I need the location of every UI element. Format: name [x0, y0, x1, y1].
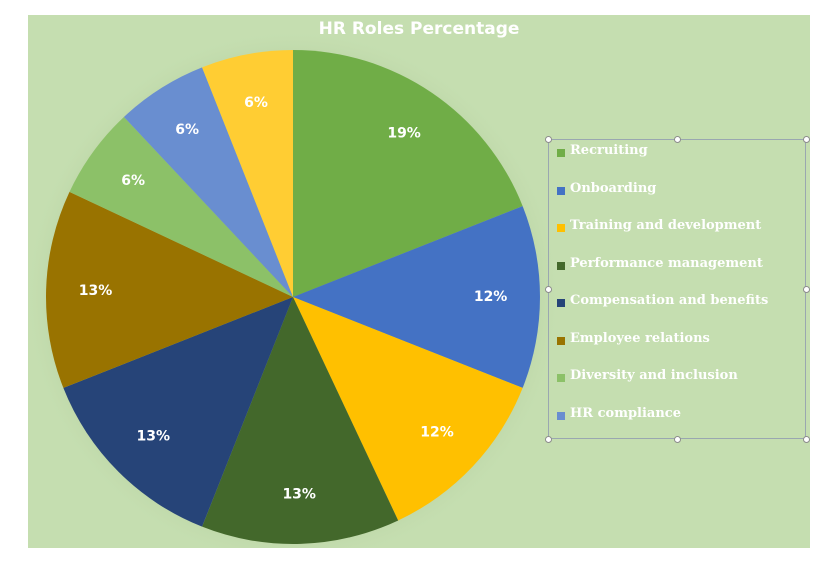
legend-label: Compensation and benefits	[570, 293, 769, 308]
pie-slice-7[interactable]	[69, 116, 293, 297]
legend-swatch	[557, 261, 565, 270]
chart-area: 19% 12% 12% 13% 13% 13% 6% 6% 6% HR Roles Percen…	[28, 15, 810, 548]
legend-resize-handle[interactable]	[803, 436, 810, 443]
legend-swatch	[557, 336, 565, 345]
legend-resize-handle[interactable]	[674, 436, 681, 443]
legend-label: HR compliance	[570, 405, 681, 421]
pie-slice-2[interactable]	[293, 206, 540, 388]
legend-item[interactable]: Training and development	[557, 219, 797, 233]
legend-label: Performance management	[570, 255, 763, 271]
slice-label-3: 12%	[420, 424, 454, 440]
legend-resize-handle[interactable]	[674, 136, 681, 143]
chart-title: HR Roles Percentage	[318, 19, 520, 39]
legend-label: Employee relations	[570, 330, 710, 346]
legend-resize-handle[interactable]	[803, 136, 810, 143]
slice-label-8: 6%	[175, 122, 199, 138]
slice-label-5: 13%	[137, 429, 171, 445]
pie-slice-3[interactable]	[293, 297, 523, 521]
pie-slice-6[interactable]	[46, 191, 294, 388]
legend-resize-handle[interactable]	[545, 436, 552, 443]
slice-label-2: 12%	[474, 289, 508, 305]
legend-item[interactable]: Onboarding	[557, 180, 797, 196]
legend[interactable]: Recruiting Onboarding Training and develop…	[545, 136, 810, 443]
legend-swatch	[557, 149, 565, 157]
slice-label-9: 6%	[244, 95, 268, 111]
legend-label: Recruiting	[570, 143, 648, 158]
legend-swatch	[557, 186, 565, 195]
pie-slice-9[interactable]	[202, 50, 293, 297]
pie-slice-1[interactable]	[293, 50, 523, 297]
legend-swatch	[557, 299, 565, 307]
slice-label-4: 13%	[282, 487, 316, 503]
legend-item[interactable]: Recruiting	[557, 144, 797, 158]
legend-item[interactable]: Employee relations	[557, 330, 797, 346]
pie-chart: 19% 12% 12% 13% 13% 13% 6% 6% 6%	[28, 28, 562, 548]
legend-item[interactable]: Performance management	[557, 255, 797, 271]
legend-swatch	[557, 374, 565, 382]
legend-resize-handle[interactable]	[545, 136, 552, 143]
legend-resize-handle[interactable]	[545, 286, 552, 293]
legend-item[interactable]: Compensation and benefits	[557, 294, 797, 308]
slice-label-7: 6%	[121, 173, 145, 189]
slice-label-6: 13%	[79, 283, 113, 299]
legend-item[interactable]: Diversity and inclusion	[557, 369, 797, 383]
legend-swatch	[557, 411, 565, 420]
legend-item[interactable]: HR compliance	[557, 405, 797, 421]
legend-label: Training and development	[570, 218, 762, 233]
slice-label-1: 19%	[387, 126, 421, 142]
pie-slice-5[interactable]	[63, 297, 293, 527]
legend-label: Diversity and inclusion	[570, 368, 738, 383]
legend-label: Onboarding	[570, 180, 657, 196]
legend-swatch	[557, 224, 565, 232]
pie-slice-4[interactable]	[202, 297, 399, 544]
pie-slice-8[interactable]	[123, 67, 293, 297]
legend-resize-handle[interactable]	[803, 286, 810, 293]
